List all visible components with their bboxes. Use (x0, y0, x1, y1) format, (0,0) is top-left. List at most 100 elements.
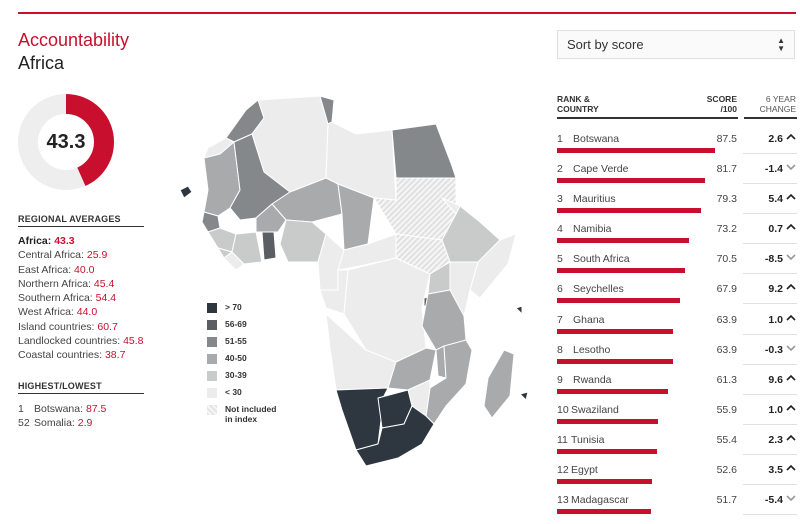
regional-average-row: East Africa: 40.0 (18, 263, 95, 276)
highest-lowest-list: 1 Botswana: 87.5 52 Somalia: 2.9 (18, 402, 106, 430)
score-bar (557, 298, 680, 304)
regional-average-africa: Africa: 43.3 (18, 235, 75, 247)
row-divider (743, 273, 797, 275)
score-bar (557, 418, 659, 424)
legend-item: 51-55 (207, 336, 276, 353)
country-name: Tunisia (571, 433, 605, 446)
ranking-row[interactable]: 6 Seychelles 67.9 9.2 (557, 274, 797, 305)
score-value: 55.4 (716, 433, 737, 446)
change-value: 9.2 (768, 283, 783, 296)
change-value: 3.5 (768, 464, 783, 477)
country-name: Lesotho (573, 343, 611, 356)
highest-country: 1 Botswana: 87.5 (18, 403, 107, 415)
row-divider (743, 363, 797, 365)
change-value: 1.0 (768, 313, 783, 326)
sort-select[interactable]: Sort by score ▲ ▼ (557, 30, 795, 59)
change-value: -1.4 (764, 163, 783, 176)
header-rank-country[interactable]: RANK & COUNTRY (557, 94, 599, 114)
country-name: Namibia (573, 223, 612, 236)
header-rule-right (744, 117, 797, 119)
chevron-down-icon (786, 495, 796, 502)
row-divider (743, 514, 797, 516)
page-title: Accountability (18, 30, 130, 50)
rank-number: 10 (557, 403, 569, 416)
map-country-mauritius (519, 391, 529, 401)
change-value: -0.3 (764, 343, 783, 356)
regional-average-row: Landlocked countries: 45.8 (18, 335, 144, 348)
score-value: 51.7 (716, 494, 737, 507)
score-value: 55.9 (716, 403, 737, 416)
change-value: 5.4 (768, 193, 783, 206)
score-bar (557, 388, 668, 394)
map-country-cape-verde (179, 185, 193, 199)
rank-number: 5 (557, 253, 563, 266)
legend-swatch (207, 320, 217, 330)
ranking-row[interactable]: 13 Madagascar 51.7 -5.4 (557, 485, 797, 516)
score-bar (557, 148, 716, 153)
map-country-ghana (261, 231, 277, 261)
regional-averages-heading: REGIONAL AVERAGES (18, 214, 121, 224)
chevron-down-icon (786, 345, 796, 351)
rank-number: 9 (557, 373, 563, 386)
score-value: 79.3 (716, 193, 737, 206)
ranking-row[interactable]: 7 Ghana 63.9 1.0 (557, 305, 797, 335)
change-value: -5.4 (764, 494, 783, 507)
legend-swatch-hatched (207, 405, 217, 415)
score-bar (557, 208, 701, 214)
map-country-nigeria (279, 219, 327, 263)
score-bar (557, 178, 705, 184)
row-divider (743, 333, 797, 335)
ranking-row[interactable]: 12 Egypt 52.6 3.5 (557, 455, 797, 486)
legend-item: 30-39 (207, 370, 276, 387)
ranking-row[interactable]: 2 Cape Verde 81.7 -1.4 (557, 154, 797, 185)
change-value: 2.3 (768, 433, 783, 446)
score-value: 70.5 (716, 253, 737, 266)
score-bar (557, 479, 653, 485)
score-bar (557, 448, 658, 454)
header-six-year-change[interactable]: 6 YEAR CHANGE (759, 94, 796, 114)
overall-score-donut (18, 94, 114, 190)
legend-item-excluded: Not included in index (207, 404, 276, 432)
rank-number: 2 (557, 163, 563, 176)
score-bar (557, 358, 673, 364)
regional-averages-rule (18, 226, 144, 227)
country-name: Seychelles (573, 283, 624, 296)
sort-arrows-icon: ▲ ▼ (777, 36, 785, 53)
change-value: 9.6 (768, 373, 783, 386)
header-score[interactable]: SCORE/100 (706, 94, 737, 114)
chevron-up-icon (786, 314, 796, 321)
ranking-row[interactable]: 4 Namibia 73.2 0.7 (557, 214, 797, 245)
ranking-row[interactable]: 10 Swaziland 55.9 1.0 (557, 395, 797, 425)
score-value: 63.9 (716, 313, 737, 326)
ranking-row[interactable]: 1 Botswana 87.5 2.6 (557, 124, 797, 154)
country-name: South Africa (573, 253, 630, 266)
ranking-row[interactable]: 11 Tunisia 55.4 2.3 (557, 425, 797, 455)
change-value: 2.6 (768, 133, 783, 145)
row-divider (743, 393, 797, 395)
map-country-south-africa (355, 405, 435, 467)
chevron-up-icon (786, 284, 796, 291)
country-name: Egypt (571, 464, 598, 477)
chevron-up-icon (786, 374, 796, 381)
ranking-row[interactable]: 3 Mauritius 79.3 5.4 (557, 184, 797, 215)
ranking-row[interactable]: 9 Rwanda 61.3 9.6 (557, 365, 797, 395)
top-rule (18, 12, 796, 14)
legend-item: < 30 (207, 387, 276, 404)
header-rule-left (557, 117, 738, 119)
rank-number: 1 (557, 133, 563, 145)
chevron-up-icon (786, 404, 796, 411)
chevron-up-icon (786, 434, 796, 441)
legend-swatch (207, 303, 217, 313)
legend-item: 56-69 (207, 319, 276, 336)
rank-number: 7 (557, 313, 563, 326)
ranking-row[interactable]: 8 Lesotho 63.9 -0.3 (557, 335, 797, 365)
country-name: Madagascar (571, 494, 629, 507)
country-name: Ghana (573, 313, 605, 326)
country-name: Rwanda (573, 373, 612, 386)
score-value: 63.9 (716, 343, 737, 356)
africa-map[interactable] (160, 94, 546, 474)
regional-average-row: West Africa: 44.0 (18, 306, 98, 319)
ranking-row[interactable]: 5 South Africa 70.5 -8.5 (557, 244, 797, 275)
map-country-cote-divoire (231, 231, 263, 265)
score-value: 73.2 (716, 223, 737, 236)
